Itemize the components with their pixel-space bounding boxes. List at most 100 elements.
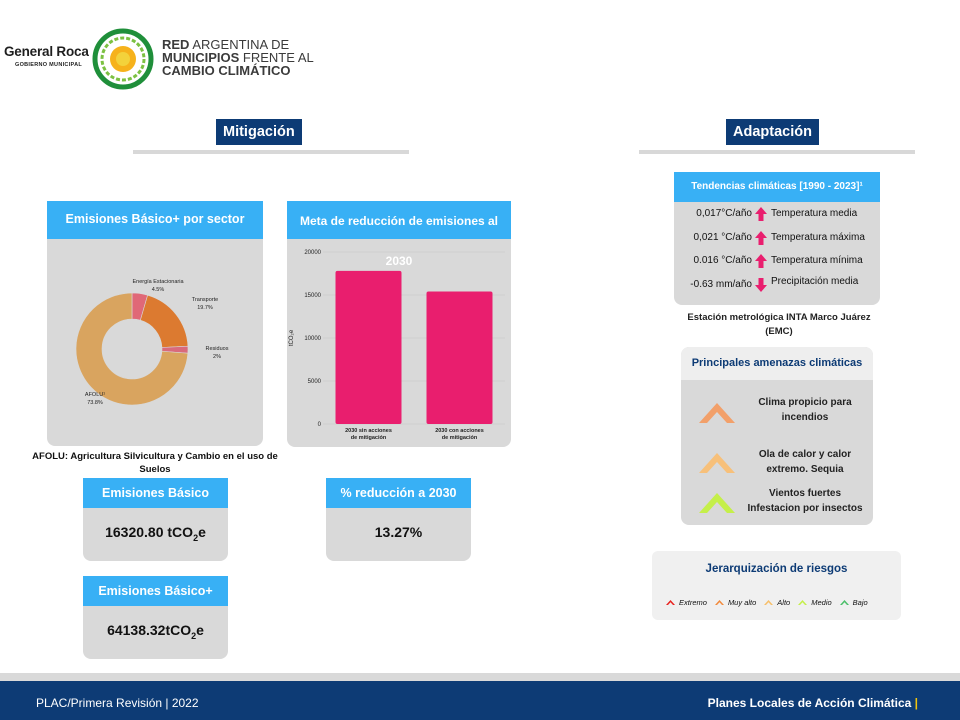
donut-value-label: 2% — [213, 354, 221, 360]
bar-category-label: 2030 con acciones — [435, 428, 484, 434]
chevron-up-icon — [839, 600, 849, 605]
bar — [426, 291, 493, 424]
risk-legend: Extremo Muy alto Alto Medio Bajo — [666, 598, 868, 607]
risk-level: Extremo — [666, 598, 707, 607]
sunflower-logo-icon — [92, 28, 154, 90]
donut-chart: Energía Estacionaria 4.5% Transporte 19.7% R… — [75, 279, 229, 406]
risk-hierarchy-card: Jerarquización de riesgos Extremo Muy al… — [652, 551, 901, 620]
bar-category-label: 2030 sin acciones — [345, 428, 392, 434]
mitigation-divider — [133, 150, 409, 154]
threat-line: incendios — [781, 412, 829, 423]
chevron-up-icon — [666, 600, 675, 605]
basicplus-emissions-value: 64138.32tCO2e — [83, 606, 228, 641]
donut-category-label: Energía Estacionaria — [132, 279, 184, 285]
trend-row: -0.63 mm/año Precipitación media — [674, 275, 880, 295]
municipality-logo-text: General Roca GOBIERNO MUNICIPAL — [4, 44, 96, 68]
network-logo-line1: ARGENTINA DE — [192, 37, 290, 52]
municipality-subtitle: GOBIERNO MUNICIPAL — [15, 62, 83, 68]
donut-chart-title: Emisiones Básico+ por sector — [47, 201, 263, 239]
basic-emissions-value: 16320.80 tCO2e — [83, 508, 228, 543]
risk-level-label: Bajo — [852, 598, 868, 607]
trend-value: 0,017°C/año — [696, 208, 752, 219]
trend-row: 0.016 °C/año Temperatura mínima — [674, 251, 880, 271]
risk-level: Muy alto — [714, 598, 757, 607]
donut-category-label: AFOLU¹ — [85, 392, 105, 398]
risk-level-label: Extremo — [679, 598, 707, 607]
donut-slice — [75, 292, 189, 406]
arrow-up-icon — [755, 231, 767, 245]
chevron-up-icon — [699, 493, 735, 513]
trend-label: Precipitación media — [771, 276, 859, 287]
risk-level: Medio — [798, 598, 832, 607]
chevron-up-icon — [699, 403, 735, 423]
risk-level-label: Muy alto — [727, 598, 757, 607]
basicplus-emissions-number: 64138.32tCO — [107, 622, 192, 638]
donut-value-label: 4.5% — [152, 287, 165, 293]
climate-threats-title: Principales amenazas climáticas — [681, 347, 873, 380]
network-logo-line1-bold: RED — [162, 37, 190, 52]
network-logo-line3: CAMBIO CLIMÁTICO — [162, 63, 291, 78]
donut-value-label: 19.7% — [197, 305, 213, 311]
arrow-up-icon — [755, 207, 767, 221]
basic-emissions-unit-sub: 2 — [193, 532, 199, 543]
footer-right-bar: | — [914, 696, 918, 710]
basic-emissions-label: Emisiones Básico — [83, 478, 228, 508]
bar-category-label: de mitigación — [442, 435, 478, 441]
basicplus-emissions-card: Emisiones Básico+ 64138.32tCO2e — [83, 576, 228, 659]
reduction-card: % reducción a 2030 13.27% — [326, 478, 471, 561]
donut-value-label: 73.8% — [87, 400, 103, 406]
bar-ylabel: tCO₂e — [289, 329, 295, 346]
trend-row: 0,017°C/año Temperatura media — [674, 204, 880, 224]
bar-ytick-label: 10000 — [304, 336, 321, 342]
donut-slice — [139, 294, 189, 348]
reduction-label: % reducción a 2030 — [326, 478, 471, 508]
trend-value: 0.016 °C/año — [693, 255, 753, 266]
bar-category-label: de mitigación — [351, 435, 387, 441]
chevron-up-icon — [699, 453, 735, 473]
network-logo: RED ARGENTINA DE MUNICIPIOS FRENTE AL CA… — [162, 38, 342, 77]
donut-category-label: Transporte — [192, 297, 218, 303]
arrow-down-icon — [755, 278, 767, 292]
trend-label: Temperatura máxima — [771, 232, 865, 243]
climate-trends-card: Tendencias climáticas [1990 - 2023]¹ 0,0… — [674, 172, 880, 305]
adaptation-divider — [639, 150, 915, 154]
climate-threats-card: Principales amenazas climáticas Clima pr… — [681, 347, 873, 525]
bar-ytick-label: 5000 — [308, 379, 322, 385]
risk-level: Alto — [764, 598, 790, 607]
trend-label: Temperatura media — [771, 208, 858, 219]
chevron-up-icon — [798, 600, 808, 605]
bar-ytick-label: 20000 — [304, 250, 321, 256]
bar-chart-title: Meta de reducción de emisiones al 2030 — [287, 201, 511, 268]
risk-level-label: Medio — [811, 598, 832, 607]
trend-value: -0.63 mm/año — [690, 279, 752, 290]
risk-hierarchy-title: Jerarquización de riesgos — [705, 563, 848, 575]
chevron-up-icon — [714, 600, 724, 605]
afolu-note: AFOLU: Agricultura Silvicultura y Cambio… — [32, 451, 278, 475]
mitigation-heading: Mitigación — [216, 119, 302, 145]
footer-right-text: Planes Locales de Acción Climática | — [708, 696, 918, 710]
footer: PLAC/Primera Revisión | 2022 Planes Loca… — [0, 681, 960, 720]
municipality-name: General Roca — [4, 44, 89, 59]
threat-label: Ola de calor y calor extremo. Sequia — [743, 447, 867, 477]
climate-trends-title: Tendencias climáticas [1990 - 2023]¹ — [674, 172, 880, 202]
basic-emissions-card: Emisiones Básico 16320.80 tCO2e — [83, 478, 228, 561]
threat-line: Infestacion por insectos — [747, 503, 863, 514]
basic-emissions-unit-tail: e — [198, 524, 206, 540]
station-note: Estación metrológica INTA Marco Juárez (… — [687, 312, 871, 337]
chevron-up-icon — [764, 600, 774, 605]
bar-chart: 0 5000 10000 15000 20000 tCO₂e 2030 sin accion… — [289, 250, 505, 441]
threat-line: Clima propicio para — [758, 397, 852, 408]
footer-band — [0, 673, 960, 681]
trend-label: Temperatura mínima — [771, 255, 863, 266]
basic-emissions-number: 16320.80 tCO — [105, 524, 194, 540]
bar — [335, 270, 402, 424]
threat-line: Ola de calor y calor — [758, 449, 852, 460]
trend-value: 0,021 °C/año — [693, 232, 753, 243]
threat-line: Vientos fuertes — [768, 488, 842, 499]
network-logo-line2-bold: MUNICIPIOS — [162, 50, 240, 65]
footer-right-label: Planes Locales de Acción Climática — [707, 696, 912, 710]
arrow-up-icon — [755, 254, 767, 268]
bar-ytick-label: 0 — [318, 422, 322, 428]
bar-ytick-label: 15000 — [304, 293, 321, 299]
basicplus-emissions-unit-tail: e — [196, 622, 204, 638]
